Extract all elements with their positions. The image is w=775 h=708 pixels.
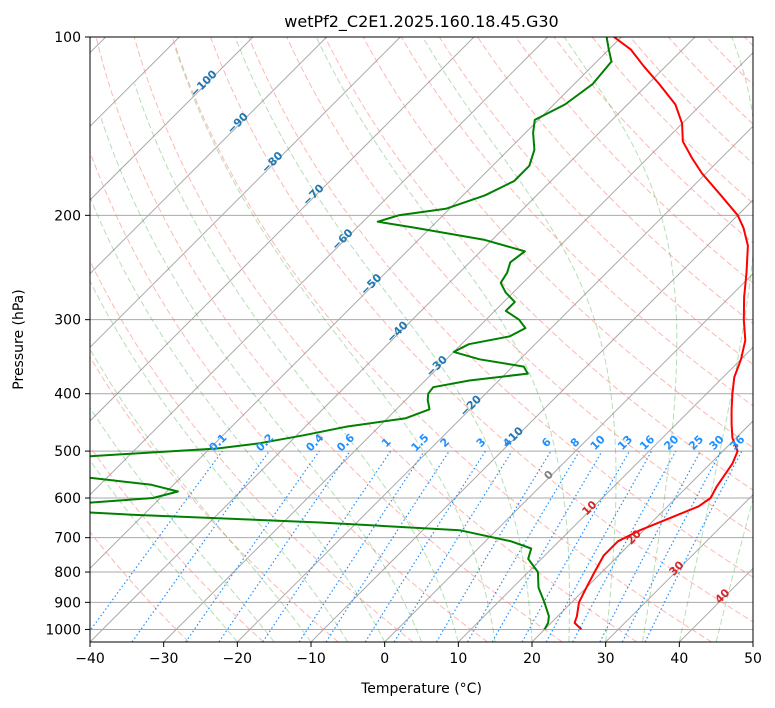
mixing-ratio-line	[325, 450, 450, 642]
y-tick-label: 200	[54, 208, 81, 224]
dry-adiabat	[400, 37, 753, 407]
x-tick-label: −30	[149, 651, 179, 667]
y-axis-label: Pressure (hPa)	[11, 289, 27, 389]
dry-adiabat	[438, 37, 753, 366]
moist-adiabat	[234, 37, 533, 642]
moist-adiabat	[90, 459, 238, 642]
plot-frame	[89, 36, 754, 643]
isotherm-line	[384, 272, 753, 642]
dry-adiabat	[95, 37, 563, 642]
y-tick-label: 900	[54, 595, 81, 611]
dry-adiabat	[210, 37, 753, 623]
x-tick-label: −20	[223, 651, 253, 667]
x-axis-label: Temperature (°C)	[360, 681, 482, 697]
dry-adiabat	[171, 37, 712, 642]
dry-adiabat	[90, 150, 488, 642]
x-tick-label: −10	[296, 651, 326, 667]
background-lines	[90, 37, 753, 642]
moist-adiabat	[678, 37, 753, 642]
x-tick-label: 30	[597, 651, 615, 667]
isotherm-line	[163, 51, 753, 642]
mixing-ratio-line	[572, 450, 677, 642]
isotherm-line	[90, 37, 622, 570]
mixing-ratio-line	[545, 450, 653, 642]
isotherm-line	[90, 37, 254, 201]
dry-adiabat	[286, 37, 753, 534]
y-tick-label: 700	[54, 531, 81, 547]
y-tick-label: 500	[54, 444, 81, 460]
moist-adiabat	[90, 280, 349, 642]
x-tick-label: 0	[380, 651, 389, 667]
moist-adiabat	[422, 37, 617, 642]
moist-adiabat	[90, 348, 312, 642]
dry-adiabat	[90, 356, 339, 642]
isotherm-line	[90, 37, 401, 349]
mixing-ratio-line	[90, 450, 223, 632]
dewpoint-trace	[90, 37, 613, 630]
moist-adiabat	[134, 83, 459, 642]
moist-adiabat	[174, 46, 496, 642]
moist-adiabat	[90, 196, 386, 642]
y-tick-label: 600	[54, 491, 81, 507]
dry-adiabat	[515, 37, 753, 284]
mixing-ratio-line	[644, 450, 743, 642]
x-tick-label: 50	[744, 651, 762, 667]
mixing-ratio-line	[393, 450, 513, 642]
mixing-ratio-line	[131, 450, 270, 642]
data-series	[90, 37, 749, 631]
dry-adiabat	[90, 531, 190, 642]
isotherm-line	[90, 37, 549, 496]
isotherm-line	[90, 37, 475, 422]
isotherm-line	[605, 493, 753, 642]
mixing-ratio-line	[218, 450, 351, 642]
moist-adiabat	[99, 115, 422, 642]
moist-adiabat	[563, 37, 678, 642]
moist-adiabat	[315, 37, 570, 642]
x-tick-label: 10	[449, 651, 467, 667]
isotherm-line	[236, 125, 753, 642]
y-tick-label: 1000	[45, 622, 81, 638]
mixing-ratio-line	[262, 450, 392, 642]
x-tick-label: −40	[75, 651, 105, 667]
axes-ticks: −40 −30 −20 −10 0 10 20 30 40 50 100 200 300 400 500 60…	[45, 30, 762, 667]
y-tick-label: 800	[54, 565, 81, 581]
chart-title: wetPf2_C2E1.2025.160.18.45.G30	[284, 12, 558, 32]
temperature-trace	[573, 37, 749, 631]
isotherm-line	[531, 420, 753, 642]
y-tick-label: 100	[54, 30, 81, 46]
isotherm-line	[90, 37, 328, 275]
dry-adiabat	[248, 37, 753, 578]
dry-adiabat	[90, 259, 414, 642]
dry-adiabat	[90, 445, 264, 642]
mixing-ratio-line	[185, 450, 320, 642]
mixing-ratio-line	[298, 450, 425, 642]
isotherm-line	[457, 346, 753, 642]
y-tick-label: 300	[54, 313, 81, 329]
x-tick-label: 20	[523, 651, 541, 667]
isotherm-line	[90, 37, 696, 642]
x-tick-label: 40	[670, 651, 688, 667]
y-tick-label: 400	[54, 387, 81, 403]
dry-adiabat	[133, 37, 638, 642]
mixing-ratio-line	[521, 450, 631, 642]
